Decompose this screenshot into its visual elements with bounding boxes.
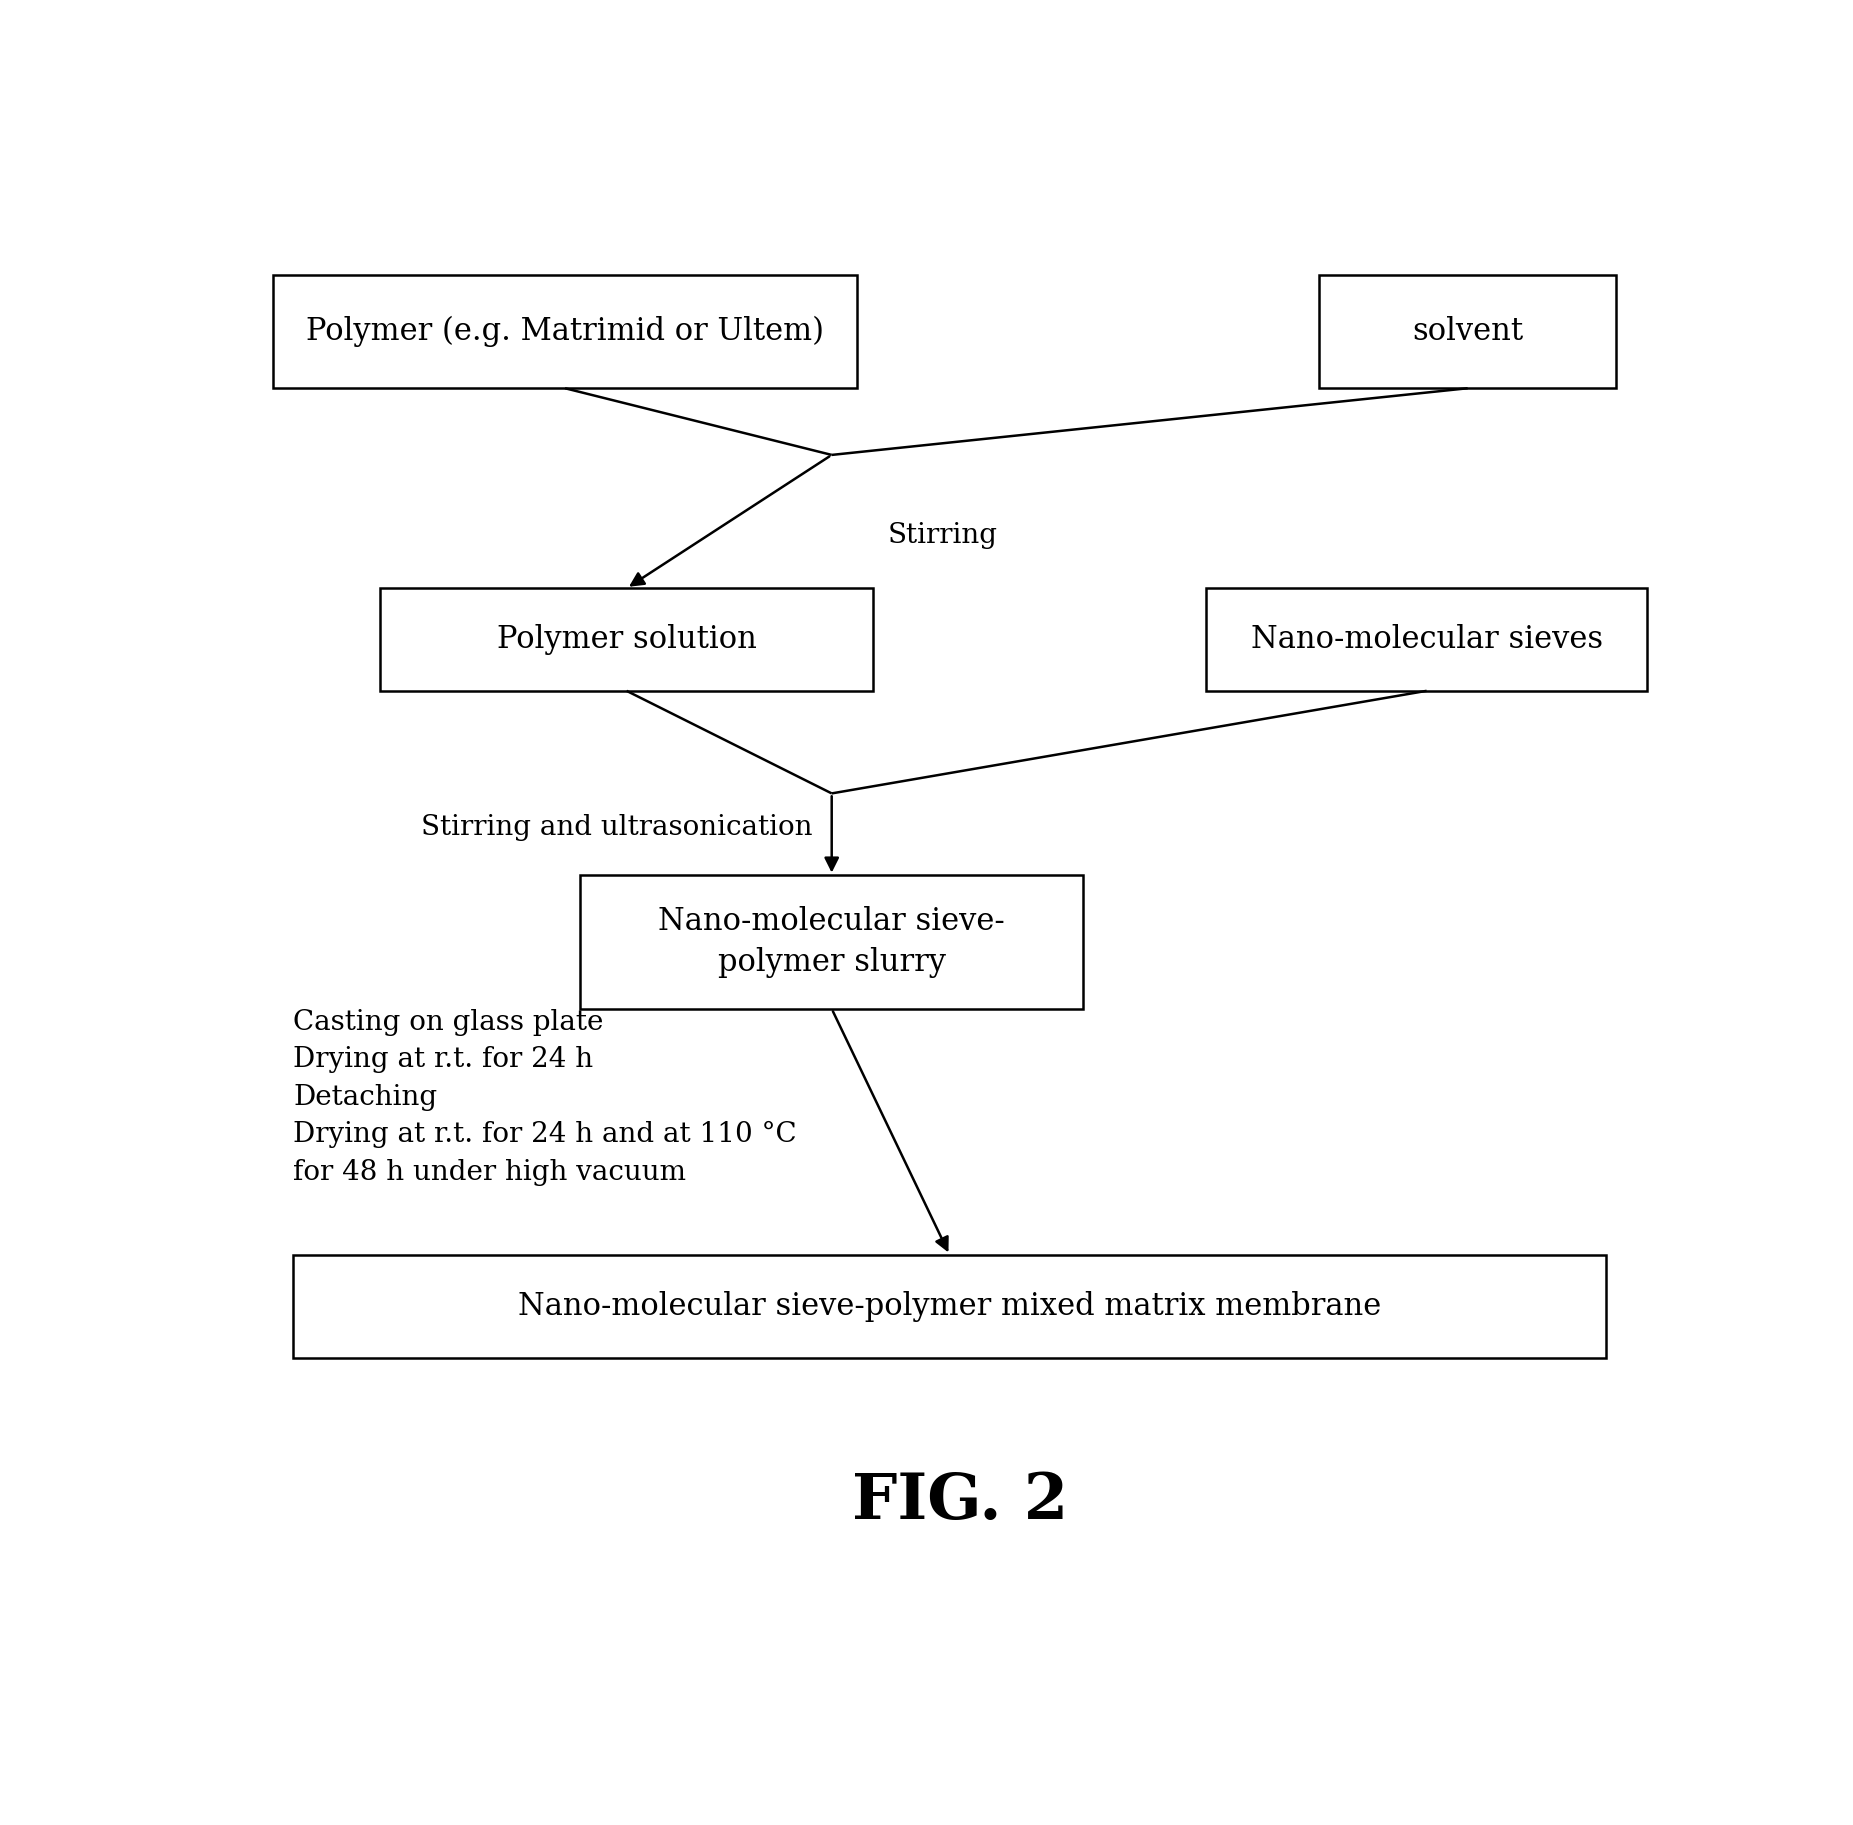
FancyBboxPatch shape bbox=[1206, 588, 1647, 692]
FancyBboxPatch shape bbox=[380, 588, 873, 692]
Text: Casting on glass plate
Drying at r.t. for 24 h
Detaching
Drying at r.t. for 24 h: Casting on glass plate Drying at r.t. fo… bbox=[293, 1009, 797, 1186]
Text: Polymer solution: Polymer solution bbox=[497, 624, 756, 655]
FancyBboxPatch shape bbox=[272, 276, 858, 389]
FancyBboxPatch shape bbox=[580, 876, 1082, 1009]
Text: solvent: solvent bbox=[1412, 316, 1523, 347]
Text: Nano-molecular sieve-
polymer slurry: Nano-molecular sieve- polymer slurry bbox=[658, 907, 1004, 978]
Text: Nano-molecular sieve-polymer mixed matrix membrane: Nano-molecular sieve-polymer mixed matri… bbox=[519, 1290, 1380, 1321]
FancyBboxPatch shape bbox=[293, 1256, 1607, 1358]
Text: Polymer (e.g. Matrimid or Ultem): Polymer (e.g. Matrimid or Ultem) bbox=[306, 316, 825, 347]
Text: FIG. 2: FIG. 2 bbox=[852, 1471, 1067, 1531]
Text: Nano-molecular sieves: Nano-molecular sieves bbox=[1251, 624, 1603, 655]
FancyBboxPatch shape bbox=[1319, 276, 1616, 389]
Text: Stirring: Stirring bbox=[888, 522, 999, 549]
Text: Stirring and ultrasonication: Stirring and ultrasonication bbox=[421, 814, 813, 841]
